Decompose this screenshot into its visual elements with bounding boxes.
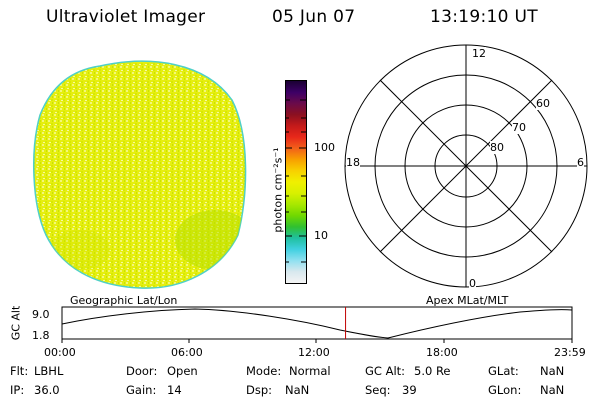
glat-label: GLat: bbox=[488, 364, 519, 378]
seq-value: 39 bbox=[402, 383, 417, 397]
gcalt-label: GC Alt: bbox=[365, 364, 406, 378]
flt-value: LBHL bbox=[34, 364, 64, 378]
timeline-axis-label: GC Alt bbox=[9, 305, 23, 341]
apex-label: Apex MLat/MLT bbox=[426, 294, 509, 307]
mlat-label-70: 70 bbox=[512, 121, 526, 134]
gcalt-value: 5.0 Re bbox=[414, 364, 451, 378]
colorbar-tick-100: 100 bbox=[314, 141, 335, 154]
dsp-label: Dsp: bbox=[246, 383, 273, 397]
timeline-tick-1200: 12:00 bbox=[298, 346, 330, 359]
timeline-tick-0000: 00:00 bbox=[44, 346, 76, 359]
mlt-label-18: 18 bbox=[346, 156, 360, 169]
mlt-label-0: 0 bbox=[469, 277, 476, 290]
mlat-label-60: 60 bbox=[536, 97, 550, 110]
time-label: 13:19:10 UT bbox=[430, 7, 538, 27]
altitude-curve bbox=[61, 308, 573, 339]
ip-value: 36.0 bbox=[34, 383, 60, 397]
door-label: Door: bbox=[126, 364, 158, 378]
gain-label: Gain: bbox=[126, 383, 157, 397]
glon-label: GLon: bbox=[488, 383, 522, 397]
timeline-frame bbox=[61, 306, 573, 340]
timeline-ymax-label: 9.0 bbox=[32, 308, 50, 321]
timeline-tick-1800: 18:00 bbox=[426, 346, 458, 359]
mlat-label-80: 80 bbox=[490, 141, 504, 154]
date-label: 05 Jun 07 bbox=[272, 7, 356, 27]
mlt-label-12: 12 bbox=[472, 47, 486, 60]
door-value: Open bbox=[167, 364, 198, 378]
seq-label: Seq: bbox=[365, 383, 391, 397]
glat-value: NaN bbox=[540, 364, 565, 378]
ip-label: IP: bbox=[10, 383, 25, 397]
timeline-ymin-label: 1.8 bbox=[32, 329, 50, 342]
timeline-tick-2359: 23:59 bbox=[554, 346, 586, 359]
timeline-tick-0600: 06:00 bbox=[171, 346, 203, 359]
mode-label: Mode: bbox=[246, 364, 282, 378]
colorbar bbox=[285, 80, 307, 284]
colorbar-tick-10: 10 bbox=[314, 229, 328, 242]
mode-value: Normal bbox=[289, 364, 331, 378]
gain-value: 14 bbox=[167, 383, 182, 397]
polar-diagonal-2 bbox=[379, 79, 553, 253]
geographic-label: Geographic Lat/Lon bbox=[70, 294, 178, 307]
glon-value: NaN bbox=[540, 383, 565, 397]
mlt-label-6: 6 bbox=[577, 156, 584, 169]
dsp-value: NaN bbox=[285, 383, 310, 397]
instrument-title: Ultraviolet Imager bbox=[46, 7, 206, 27]
flt-label: Flt: bbox=[10, 364, 29, 378]
